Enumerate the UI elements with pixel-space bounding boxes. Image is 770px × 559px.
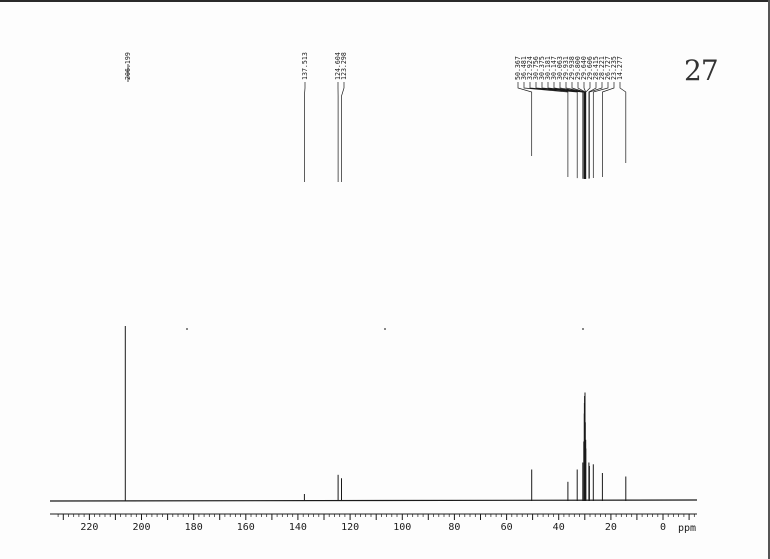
tick-label-60: 60	[501, 522, 513, 533]
leader-29.938	[571, 82, 586, 179]
peak-label-29.640: 29.640	[580, 56, 588, 80]
scan-specks	[186, 328, 584, 330]
peak-label-29.800: 29.800	[574, 56, 582, 80]
peak-label-28.415: 28.415	[592, 56, 600, 80]
leader-36.481	[523, 82, 569, 177]
tick-label-40: 40	[553, 522, 565, 533]
peak-label-14.277: 14.277	[616, 56, 624, 80]
leader-123.298	[341, 82, 345, 182]
leader-30.147	[553, 82, 585, 179]
peak-label-137.513: 137.513	[301, 52, 309, 80]
tick-label-120: 120	[341, 522, 359, 533]
tick-label-80: 80	[448, 522, 460, 533]
peak-label-124.604: 124.604	[334, 52, 342, 80]
tick-label-0: 0	[660, 522, 666, 533]
peak-label-30.147: 30.147	[550, 56, 558, 80]
peak-label-123.298: 123.298	[340, 52, 348, 80]
tick-label-140: 140	[289, 522, 307, 533]
leader-23.235	[602, 82, 615, 177]
scan-border-right	[768, 0, 770, 559]
peak-label-30.375: 30.375	[538, 56, 546, 80]
ppm-axis-tick-labels: 220 200 180 160 140 120 100 80 60 40 20 0	[80, 522, 666, 533]
scan-border-top	[0, 0, 770, 2]
tick-label-160: 160	[237, 522, 255, 533]
leader-30.063	[559, 82, 585, 179]
ppm-axis-ticks	[57, 514, 695, 520]
peak-label-29.931: 29.931	[562, 56, 570, 80]
tick-label-220: 220	[80, 522, 98, 533]
tick-label-100: 100	[393, 522, 411, 533]
peak-label-30.756: 30.756	[532, 56, 540, 80]
leader-30.756	[535, 82, 584, 179]
peak-label-30.181: 30.181	[544, 56, 552, 80]
tick-label-20: 20	[605, 522, 617, 533]
peak-label-26.727: 26.727	[604, 56, 612, 80]
leader-29.606	[585, 82, 591, 179]
tick-label-200: 200	[132, 522, 150, 533]
leader-32.924	[529, 82, 578, 179]
peak-label-32.924: 32.924	[526, 56, 534, 80]
leader-29.931	[565, 82, 586, 179]
leader-30.375	[541, 82, 585, 179]
leader-26.727	[592, 82, 609, 178]
peak-label-29.606: 29.606	[586, 56, 594, 80]
leader-14.277	[619, 82, 627, 163]
spectrum-peaks	[124, 326, 627, 501]
x-axis-label: ppm	[678, 523, 696, 534]
peak-leader-lines	[127, 64, 627, 182]
leader-29.800	[577, 82, 586, 179]
leader-137.513	[304, 82, 306, 182]
handwritten-sample-number: 27	[684, 54, 719, 87]
peak-label-28.221: 28.221	[598, 56, 606, 80]
leader-28.221	[589, 82, 603, 179]
peak-label-36.481: 36.481	[520, 56, 528, 80]
peak-label-30.063: 30.063	[556, 56, 564, 80]
peak-label-29.938: 29.938	[568, 56, 576, 80]
spectrum-baseline	[49, 499, 698, 502]
tick-label-180: 180	[185, 522, 203, 533]
leader-30.181	[547, 82, 585, 179]
peak-label-50.367: 50.367	[514, 56, 522, 80]
leader-28.415	[588, 82, 597, 179]
peak-label-23.235: 23.235	[610, 56, 618, 80]
leader-50.367	[517, 82, 533, 156]
